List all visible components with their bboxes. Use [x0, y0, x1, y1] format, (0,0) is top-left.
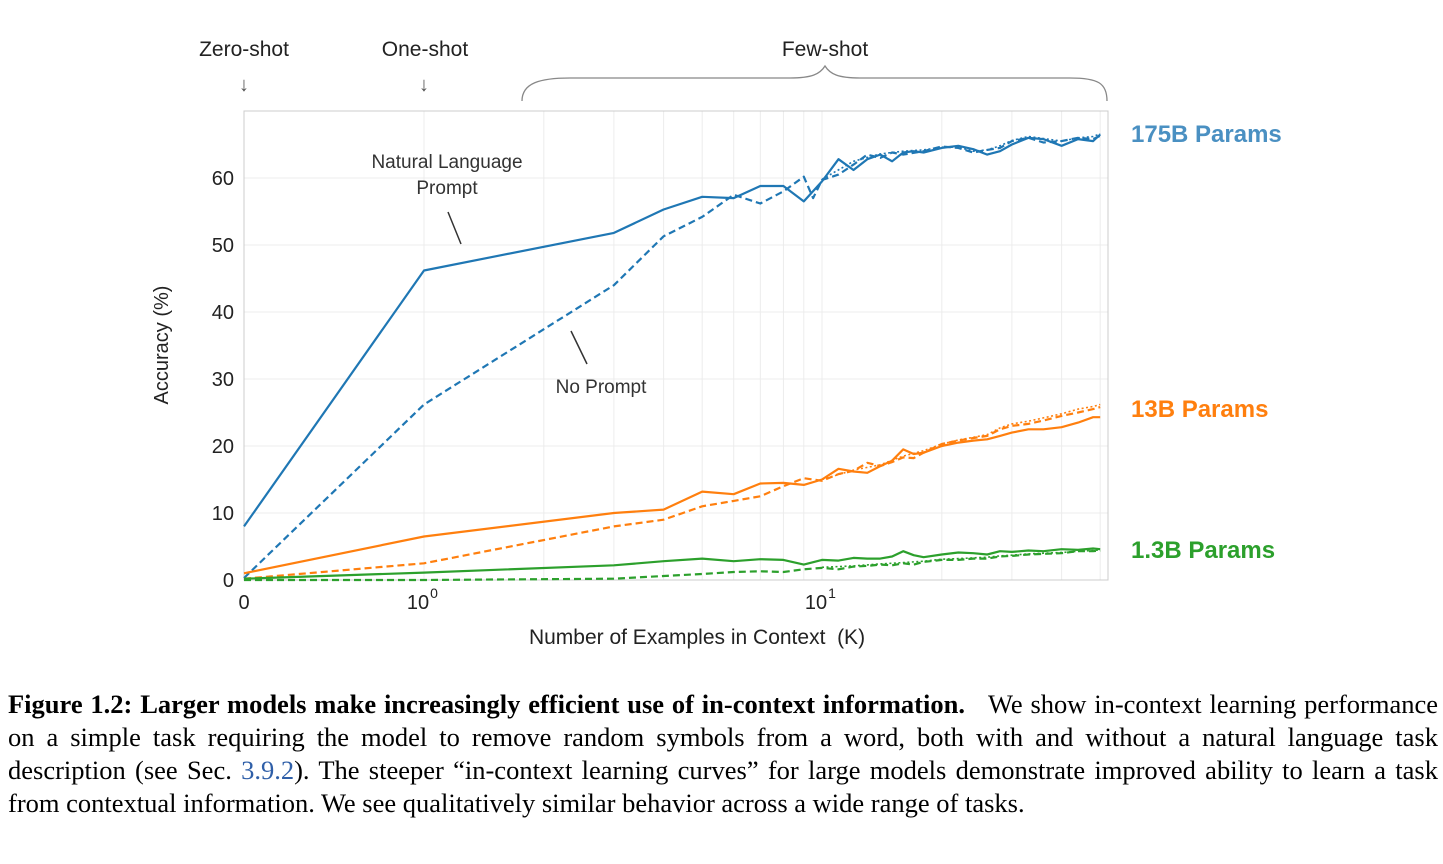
grid — [244, 111, 1108, 581]
natural-language-prompt-annotation-line1: Natural Language — [371, 152, 522, 173]
few-shot-label: Few-shot — [782, 38, 869, 61]
series-label-175b: 175B Params — [1131, 121, 1282, 148]
series-label-13b: 13B Params — [1131, 396, 1268, 423]
no-prompt-annotation: No Prompt — [556, 377, 648, 398]
series-label-1.3b: 1.3B Params — [1131, 537, 1275, 564]
y-tick-label: 20 — [212, 436, 234, 458]
no-prompt-pointer — [570, 330, 588, 365]
one-shot-arrow-icon: ↓ — [419, 74, 429, 96]
y-tick-label: 40 — [212, 302, 234, 324]
y-tick-label: 0 — [223, 570, 234, 592]
y-axis-label: Accuracy (%) — [151, 286, 173, 405]
caption-section-link[interactable]: 3.9.2 — [241, 755, 295, 785]
few-shot-brace — [521, 64, 1108, 102]
x-axis-label: Number of Examples in Context (K) — [529, 626, 865, 649]
y-tick-label: 30 — [212, 369, 234, 391]
x-tick-exponent: 0 — [430, 585, 438, 601]
series-line-175B-natural-language — [243, 133, 1101, 528]
natural-language-prompt-pointer — [447, 211, 462, 245]
one-shot-label: One-shot — [382, 38, 469, 61]
x-tick-label: 0 — [238, 592, 249, 614]
zero-shot-label: Zero-shot — [199, 38, 289, 61]
natural-language-prompt-annotation-line2: Prompt — [416, 178, 478, 199]
y-tick-label: 60 — [212, 168, 234, 190]
series-line-1.3B-none — [244, 549, 1101, 582]
caption-text-2: ). The steeper “in-context learning curv… — [8, 755, 1438, 818]
figure-caption: Figure 1.2: Larger models make increasin… — [8, 688, 1438, 820]
series-layer — [243, 133, 1101, 582]
series-line-1.3B-extra — [821, 549, 1101, 569]
caption-title: Larger models make increasingly efficien… — [140, 689, 965, 719]
caption-text-1: We show in-context learning performance … — [8, 689, 1438, 785]
y-tick-label: 50 — [212, 235, 234, 257]
plot-area-frame — [243, 110, 1109, 581]
series-line-13B-natural-language — [243, 416, 1101, 575]
caption-label: Figure 1.2: — [8, 689, 133, 719]
zero-shot-arrow-icon: ↓ — [239, 74, 249, 96]
y-tick-label: 10 — [212, 503, 234, 525]
x-tick-exponent: 1 — [828, 585, 836, 601]
x-tick-label: 10 — [805, 592, 827, 614]
series-line-175B-none — [243, 134, 1101, 579]
series-line-1.3B-natural-language — [243, 547, 1101, 580]
series-line-13B-extra — [821, 403, 1101, 481]
series-line-175B-extra — [821, 133, 1101, 180]
x-tick-label: 10 — [407, 592, 429, 614]
